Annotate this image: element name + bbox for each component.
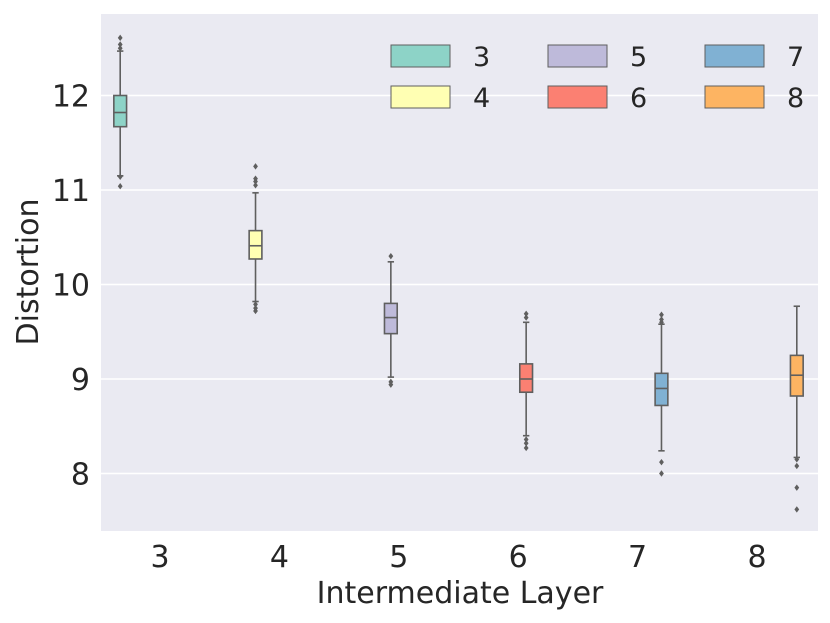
legend-swatch-5 [547,44,608,68]
outlier-point [523,444,529,452]
outlier-point [523,314,529,321]
y-tick-11: 11 [52,174,90,209]
box-series-3 [113,34,128,190]
legend-swatch-8 [704,85,765,109]
y-tick-12: 12 [52,80,90,115]
box-iqr [113,94,128,128]
plot-area-background [101,14,818,531]
box-iqr [654,372,669,407]
box-series-8 [789,305,804,513]
box-iqr [383,302,399,335]
y-tick-9: 9 [71,363,90,398]
legend-label-8: 8 [787,83,804,114]
legend-swatch-6 [547,85,608,109]
outlier-point [117,173,123,180]
legend-label-3: 3 [473,42,490,73]
legend-swatch-3 [390,44,451,68]
outlier-point [794,456,800,463]
outlier-point [253,304,258,312]
outlier-point [523,440,529,447]
outlier-point [388,252,394,260]
legend-swatch-7 [704,44,765,68]
outlier-point [659,458,664,466]
outlier-point [523,436,529,443]
boxes-layer [113,34,804,513]
outlier-point [117,45,123,52]
box-iqr [248,229,263,260]
box-iqr [518,363,534,394]
legend-label-4: 4 [473,83,490,114]
outlier-point [253,175,258,182]
x-tick-5: 5 [389,540,408,575]
outlier-point [794,462,800,470]
box-series-7 [654,311,669,477]
y-tick-10: 10 [52,269,90,304]
legend-label-5: 5 [630,42,647,73]
outlier-point [117,183,123,190]
outlier-point [117,41,123,48]
x-axis-label: Intermediate Layer [317,576,604,611]
x-tick-4: 4 [270,540,289,575]
outlier-point [659,311,664,318]
outlier-point [253,301,258,308]
box-series-4 [248,163,263,315]
box-series-6 [518,310,534,452]
x-tick-6: 6 [509,540,528,575]
legend: 3 4 5 6 7 8 [390,42,804,114]
outlier-point [659,316,664,323]
legend-swatch-4 [390,85,451,109]
y-tick-8: 8 [71,458,90,493]
outlier-point [659,470,664,477]
x-tick-3: 3 [150,540,169,575]
y-gridlines [101,94,818,475]
outlier-point [117,34,123,42]
legend-label-7: 7 [787,42,804,73]
outlier-point [794,484,800,491]
outlier-point [388,378,394,386]
legend-label-6: 6 [630,83,647,114]
outlier-point [253,163,258,170]
x-tick-labels: 3 4 5 6 7 8 [150,540,766,575]
y-tick-labels: 8 9 10 11 12 [52,80,90,493]
x-tick-8: 8 [747,540,766,575]
outlier-point [794,506,800,513]
outlier-point [253,182,258,189]
x-tick-7: 7 [628,540,647,575]
y-axis-label: Distortion [11,199,46,346]
outlier-point [523,310,529,317]
box-series-5 [383,252,399,388]
